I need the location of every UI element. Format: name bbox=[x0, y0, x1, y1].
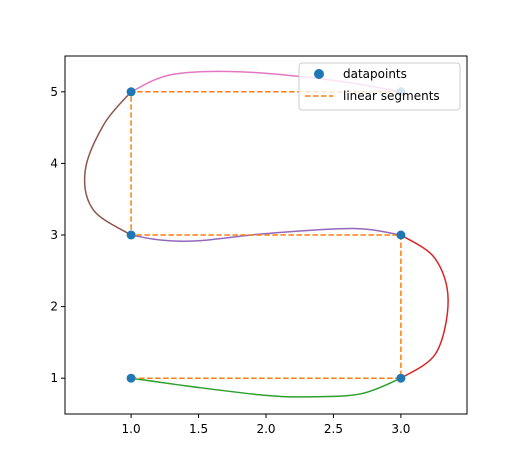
datapoint-2 bbox=[396, 373, 406, 383]
y-tick-label: 2 bbox=[50, 300, 58, 314]
spline-curve-3 bbox=[130, 227, 402, 242]
datapoint-5 bbox=[126, 87, 136, 97]
legend: datapoints linear segments bbox=[298, 62, 461, 111]
legend-box bbox=[298, 62, 461, 111]
y-tick-label: 1 bbox=[50, 371, 58, 385]
datapoint-3 bbox=[396, 230, 406, 240]
y-tick-label: 3 bbox=[50, 228, 58, 242]
x-tick-label: 3.0 bbox=[391, 422, 410, 436]
legend-label-linear-segments: linear segments bbox=[343, 89, 440, 103]
legend-marker-datapoints bbox=[314, 69, 324, 79]
datapoint-4 bbox=[126, 230, 136, 240]
spline-curve-2 bbox=[400, 234, 449, 379]
spline-curve-1 bbox=[130, 377, 402, 398]
x-axis: 1.0 1.5 2.0 2.5 3.0 bbox=[122, 414, 410, 436]
x-tick-label: 2.0 bbox=[256, 422, 275, 436]
datapoint-1 bbox=[126, 373, 136, 383]
x-tick-label: 1.5 bbox=[189, 422, 208, 436]
spline-curve-4 bbox=[83, 91, 132, 236]
x-tick-label: 2.5 bbox=[324, 422, 343, 436]
x-tick-label: 1.0 bbox=[122, 422, 141, 436]
legend-label-datapoints: datapoints bbox=[343, 67, 407, 81]
y-axis: 1 2 3 4 5 bbox=[50, 85, 65, 385]
linear-segments-line bbox=[130, 91, 402, 379]
y-tick-label: 4 bbox=[50, 156, 58, 170]
y-tick-label: 5 bbox=[50, 85, 58, 99]
linear-segments-series bbox=[130, 91, 402, 379]
